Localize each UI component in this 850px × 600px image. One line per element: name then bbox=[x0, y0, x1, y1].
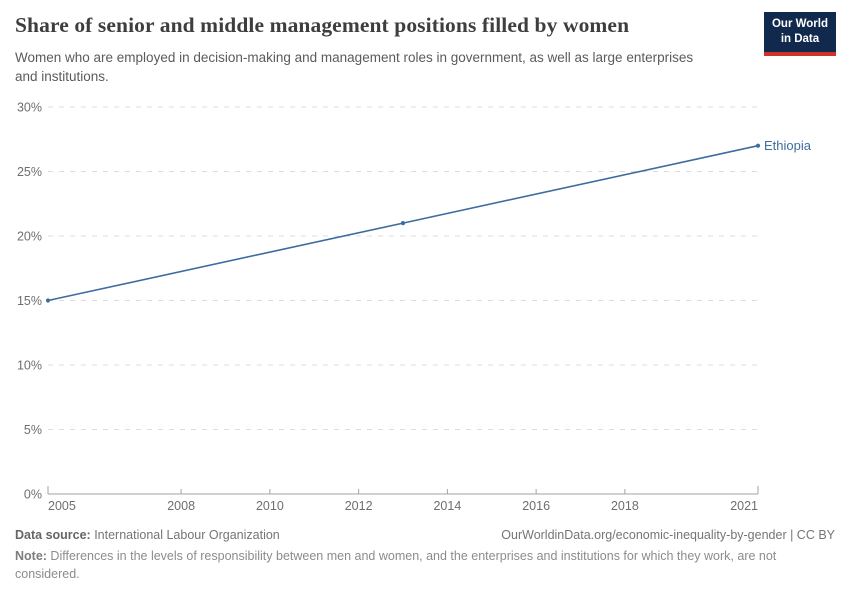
data-source: Data source: International Labour Organi… bbox=[15, 528, 280, 542]
data-point-ethiopia-2021[interactable] bbox=[755, 143, 761, 148]
x-tick-label-2018: 2018 bbox=[611, 499, 639, 513]
data-source-label: Data source: bbox=[15, 528, 91, 542]
y-tick-label-0: 0% bbox=[24, 488, 42, 502]
owid-logo[interactable]: Our World in Data bbox=[763, 12, 836, 56]
footnote-label: Note: bbox=[15, 549, 47, 563]
x-tick-label-2010: 2010 bbox=[256, 499, 284, 513]
x-tick-label-2016: 2016 bbox=[522, 499, 550, 513]
x-tick-label-2021: 2021 bbox=[730, 499, 758, 513]
series-label-ethiopia[interactable]: Ethiopia bbox=[764, 138, 812, 153]
chart-footer: Data source: International Labour Organi… bbox=[15, 528, 835, 583]
data-point-ethiopia-2013[interactable] bbox=[400, 221, 406, 226]
chart-subtitle: Women who are employed in decision-makin… bbox=[15, 50, 694, 84]
footnote: Note: Differences in the levels of respo… bbox=[15, 548, 835, 583]
owid-logo-line2: in Data bbox=[780, 32, 820, 45]
license-link[interactable]: OurWorldinData.org/economic-inequality-b… bbox=[501, 528, 835, 542]
footnote-value: Differences in the levels of responsibil… bbox=[15, 549, 777, 581]
line-chart: 0% 5% 10% 15% 20% 25% 30% 2005 2008 2010 2012 2014 2… bbox=[17, 101, 812, 514]
y-tick-label-30: 30% bbox=[17, 101, 42, 115]
x-tick-label-2012: 2012 bbox=[345, 499, 373, 513]
y-tick-label-20: 20% bbox=[17, 230, 42, 244]
x-tick-label-2014: 2014 bbox=[433, 499, 461, 513]
y-tick-label-25: 25% bbox=[17, 165, 42, 179]
y-tick-label-10: 10% bbox=[17, 359, 42, 373]
y-tick-label-5: 5% bbox=[24, 423, 42, 437]
x-tick-label-2008: 2008 bbox=[167, 499, 195, 513]
page-title: Share of senior and middle management po… bbox=[15, 13, 630, 37]
data-point-ethiopia-2005[interactable] bbox=[45, 298, 51, 303]
data-source-value: International Labour Organization bbox=[90, 528, 280, 542]
y-tick-label-15: 15% bbox=[17, 294, 42, 308]
owid-logo-line1: Our World bbox=[771, 18, 828, 30]
x-tick-label-2005: 2005 bbox=[48, 499, 76, 513]
